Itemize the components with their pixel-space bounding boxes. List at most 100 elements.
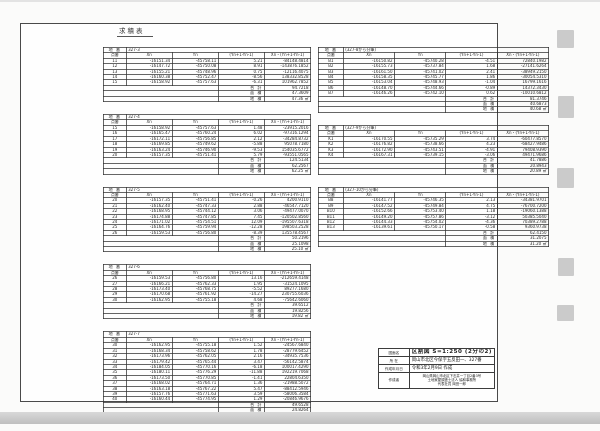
table-row: 26 -16159.53 -45756.80 13.16 -212659.4148 — [103, 275, 312, 282]
summary-value: 19.82 ㎡ — [263, 313, 312, 320]
header-row: 点番 Xn Yn (Yn+1-Yn-1) Xn・(Yn+1-Yn-1) — [103, 119, 312, 126]
table-row: 23 -16174.88 -45747.85 7.45 -120502.8560 — [103, 213, 312, 221]
table-row: 40 -16160.44 -45774.95 1.29 -20846.9676 — [103, 396, 312, 403]
x-dy-product-cell: 154035.6772 — [263, 146, 312, 153]
summary-label: 地 積 — [445, 168, 498, 175]
column-header: Xn・(Yn+1-Yn-1) — [263, 52, 312, 59]
summary-row: 地 積 40.68 ㎡ — [317, 106, 550, 113]
scan-artifact-bottom-band — [0, 412, 600, 424]
column-header: Xn・(Yn+1-Yn-1) — [263, 119, 312, 126]
scan-artifact-mark — [557, 305, 574, 321]
x-dy-product-cell: -56142.5874 — [263, 358, 312, 365]
x-dy-product-cell: -10010.6812 — [496, 90, 550, 97]
author-value: 岡山県岡山市北区下石井一丁目2番3号 土地家屋調査士法人 協和事務所 代表社員 岡田… — [408, 372, 496, 389]
x-dy-product-cell: 135578.4567 — [263, 229, 312, 237]
x-dy-product-cell: -195507.6318 — [263, 218, 312, 226]
header-row: 点番 Xn Yn (Yn+1-Yn-1) Xn・(Yn+1-Yn-1) — [103, 191, 312, 199]
x-dy-product-cell: -27141.6264 — [496, 63, 550, 70]
summary-label: 地 積 — [217, 245, 265, 253]
author-line: 土地家屋調査士法人 協和事務所 — [427, 378, 477, 383]
table-row: K1 -16170.55 -45735.29 3.74 -60477.8570 — [318, 135, 550, 143]
column-header: Xn・(Yn+1-Yn-1) — [496, 191, 550, 199]
table-row: 14 -16160.38 -45752.47 -8.56 138332.8528 — [103, 73, 312, 81]
table-row: 33 -16179.42 -45765.44 3.47 -56142.5874 — [103, 358, 312, 365]
x-dy-product-cell: -76700.7200 — [496, 202, 550, 210]
drawing-name-value: 区割図 S=1:250 (2分の2) — [408, 348, 496, 357]
x-dy-product-cell: -21988.5072 — [263, 380, 312, 387]
x-dy-product-cell: 16799.1616 — [496, 79, 550, 86]
coordinate-area-table: 地 番 327-6 点番 Xn Yn (Yn+1-Yn-1) Xn・(Yn+1-Yn-1) 2… — [103, 264, 312, 320]
table-row: B12 -16144.33 -45754.02 -4.36 70389.2788 — [318, 218, 550, 226]
x-dy-product-cell: 192219.7068 — [263, 369, 312, 376]
header-row: 点番 Xn Yn (Yn+1-Yn-1) Xn・(Yn+1-Yn-1) — [103, 336, 312, 344]
table-row: 36 -16173.50 -45770.85 -1.41 22804.6350 — [103, 374, 312, 382]
x-dy-product-cell: -19060.1388 — [496, 208, 550, 215]
x-dy-product-cell: 50385.5040 — [496, 213, 550, 221]
x-dy-product-cell: -60477.8570 — [496, 135, 550, 143]
table-row: 39 -16157.76 -45771.63 3.59 -58006.3584 — [103, 390, 312, 398]
x-dy-product-cell: -49477.0070 — [263, 208, 312, 215]
summary-row: 地 積 62.25 ㎡ — [103, 168, 312, 175]
x-dy-product-cell: -46547.7120 — [263, 202, 312, 210]
header-row: 点番 Xn Yn (Yn+1-Yn-1) Xn・(Yn+1-Yn-1) — [103, 269, 312, 277]
scan-artifact-mark — [557, 168, 574, 188]
location-label: 所 在 — [378, 356, 410, 365]
table-row: B9 -16147.52 -45749.84 4.75 -76700.7200 — [318, 202, 550, 210]
x-dy-product-cell: 138332.8528 — [263, 73, 312, 81]
table-row: 20 -16157.35 -45751.41 5.79 -93551.0565 — [103, 151, 312, 159]
x-dy-product-cell: 89277.1680 — [263, 285, 312, 293]
summary-value: 31.20 ㎡ — [496, 240, 550, 248]
x-dy-product-cell: 49471.9686 — [496, 151, 550, 159]
summary-label: 地 積 — [445, 240, 498, 248]
table-row: K3 -16172.90 -45743.51 -4.91 79408.9390 — [318, 146, 550, 153]
column-header: Xn・(Yn+1-Yn-1) — [263, 336, 312, 344]
table-column-left: 地 番 327-3 点番 Xn Yn (Yn+1-Yn-1) Xn・(Yn+1-Yn-1) 1… — [103, 46, 312, 431]
x-dy-product-cell: 70389.2788 — [496, 218, 550, 226]
summary-row: 地 積 20.89 ㎡ — [317, 168, 550, 175]
x-dy-product-cell: 72840.1982 — [496, 57, 550, 65]
table-row: 18 -16169.85 -45749.62 -5.88 95078.7180 — [103, 141, 312, 148]
table-row: 38 -16163.18 -45767.22 5.47 -88412.5946 — [103, 385, 312, 392]
summary-label: 地 積 — [217, 95, 265, 103]
summary-label: 地 積 — [445, 106, 498, 113]
x-dy-product-cell: -93551.0565 — [263, 151, 312, 159]
scan-artifact-mark — [558, 258, 574, 276]
summary-label: 地 積 — [217, 168, 265, 175]
x-dy-product-cell: -30054.5310 — [496, 73, 550, 81]
title-block-row-location: 所 在 岡山市北区今保字五反田一、327番 — [378, 356, 496, 365]
table-row: 35 -16180.11 -45776.29 -11.88 192219.7068 — [103, 369, 312, 376]
table-row: 16 -16165.47 -45760.24 6.02 -97316.1294 — [103, 130, 312, 137]
x-dy-product-cell: -75642.6060 — [263, 296, 312, 304]
title-block-row-date: 作成年月日 令和3年2月9日 作成 — [378, 364, 496, 373]
scan-artifact-mark — [557, 30, 574, 48]
x-dy-product-cell: 95078.7180 — [263, 141, 312, 148]
table-row: 30 -16162.95 -45755.18 4.68 -75642.6060 — [103, 296, 312, 304]
author-label: 作成者 — [378, 372, 410, 389]
page-title: 求積表 — [117, 25, 153, 37]
column-header: Xn・(Yn+1-Yn-1) — [263, 269, 312, 277]
x-dy-product-cell: 22804.6350 — [263, 374, 312, 382]
x-dy-product-cell: -120502.8560 — [263, 213, 312, 221]
table-row: 31 -16168.34 -45758.62 1.78 -28779.6452 — [103, 347, 312, 355]
x-dy-product-cell: -212659.4148 — [263, 275, 312, 282]
x-dy-product-cell: -34935.7536 — [263, 353, 312, 360]
date-value: 令和3年2月9日 作成 — [408, 364, 496, 373]
drawing-name-label: 図面名 — [378, 348, 410, 357]
summary-label: 地 積 — [217, 313, 265, 320]
table-row: 37 -16168.02 -45764.71 1.36 -21988.5072 — [103, 380, 312, 387]
table-row: 11 -16151.34 -45758.11 5.21 -84148.4814 — [103, 57, 312, 65]
author-line: 代表社員 岡田一郎 — [437, 382, 466, 387]
coordinate-area-table: 地 番 327-3 点番 Xn Yn (Yn+1-Yn-1) Xn・(Yn+1-Yn-1) 1… — [103, 46, 312, 103]
summary-value: 47.36 ㎡ — [263, 95, 312, 103]
author-line: 岡山県岡山市北区下石井一丁目2番3号 — [422, 374, 482, 378]
location-value: 岡山市北区今保字五反田一、327番 — [408, 356, 496, 365]
x-dy-product-cell: 100017.4290 — [263, 363, 312, 371]
table-row: 17 -16172.11 -45756.85 2.12 -34284.8732 — [103, 135, 312, 143]
x-dy-product-cell: -143876.1852 — [263, 63, 312, 70]
summary-value: 40.68 ㎡ — [496, 106, 550, 113]
x-dy-product-cell: -34381.9701 — [496, 197, 550, 204]
x-dy-product-cell: -24567.6840 — [263, 342, 312, 349]
table-row: 15 -16158.92 -45757.63 -6.31 101962.7852 — [103, 79, 312, 86]
summary-value: 25.10 ㎡ — [263, 245, 312, 253]
coordinate-area-table: 地 番 327-7 点番 Xn Yn (Yn+1-Yn-1) Xn・(Yn+1-Yn-1) 3… — [103, 331, 312, 420]
